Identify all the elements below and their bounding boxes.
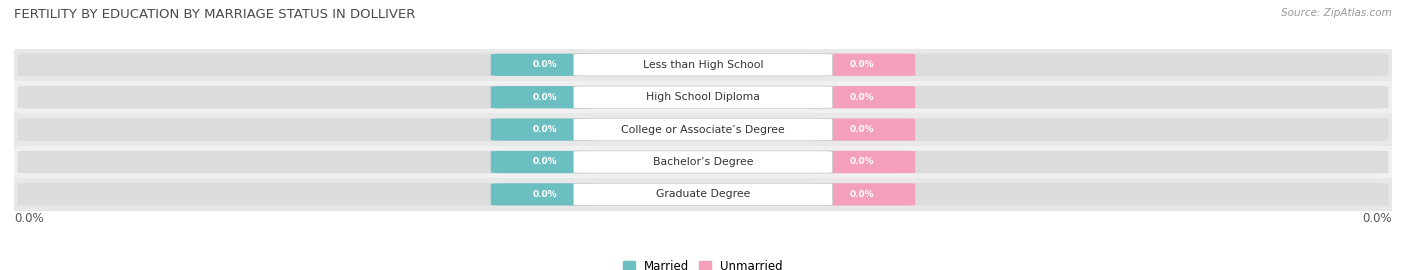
Text: 0.0%: 0.0% [849,93,873,102]
FancyBboxPatch shape [491,54,599,76]
FancyBboxPatch shape [17,183,1389,206]
Bar [14,49,1392,81]
FancyBboxPatch shape [491,86,599,108]
FancyBboxPatch shape [807,119,915,141]
Text: Less than High School: Less than High School [643,60,763,70]
Bar [14,113,1392,146]
Text: 0.0%: 0.0% [533,190,557,199]
Bar [14,81,1392,113]
FancyBboxPatch shape [574,54,832,76]
FancyBboxPatch shape [807,54,915,76]
Bar [14,146,1392,178]
Text: College or Associate’s Degree: College or Associate’s Degree [621,124,785,135]
Text: High School Diploma: High School Diploma [647,92,759,102]
FancyBboxPatch shape [574,183,832,205]
FancyBboxPatch shape [807,86,915,108]
Text: Source: ZipAtlas.com: Source: ZipAtlas.com [1281,8,1392,18]
Text: 0.0%: 0.0% [849,125,873,134]
FancyBboxPatch shape [491,151,599,173]
FancyBboxPatch shape [17,118,1389,141]
FancyBboxPatch shape [491,119,599,141]
Text: 0.0%: 0.0% [14,212,44,225]
Text: 0.0%: 0.0% [849,190,873,199]
Text: 0.0%: 0.0% [1362,212,1392,225]
Text: 0.0%: 0.0% [533,157,557,167]
Text: 0.0%: 0.0% [533,93,557,102]
Text: 0.0%: 0.0% [849,157,873,167]
FancyBboxPatch shape [807,183,915,205]
FancyBboxPatch shape [807,151,915,173]
FancyBboxPatch shape [574,86,832,108]
Text: 0.0%: 0.0% [533,60,557,69]
Text: 0.0%: 0.0% [533,125,557,134]
FancyBboxPatch shape [17,151,1389,173]
Text: Bachelor’s Degree: Bachelor’s Degree [652,157,754,167]
FancyBboxPatch shape [491,183,599,205]
Text: 0.0%: 0.0% [849,60,873,69]
Text: FERTILITY BY EDUCATION BY MARRIAGE STATUS IN DOLLIVER: FERTILITY BY EDUCATION BY MARRIAGE STATU… [14,8,415,21]
Bar [14,178,1392,211]
FancyBboxPatch shape [17,53,1389,76]
FancyBboxPatch shape [17,86,1389,109]
FancyBboxPatch shape [574,151,832,173]
FancyBboxPatch shape [574,119,832,141]
Legend: Married, Unmarried: Married, Unmarried [623,260,783,270]
Text: Graduate Degree: Graduate Degree [655,189,751,200]
